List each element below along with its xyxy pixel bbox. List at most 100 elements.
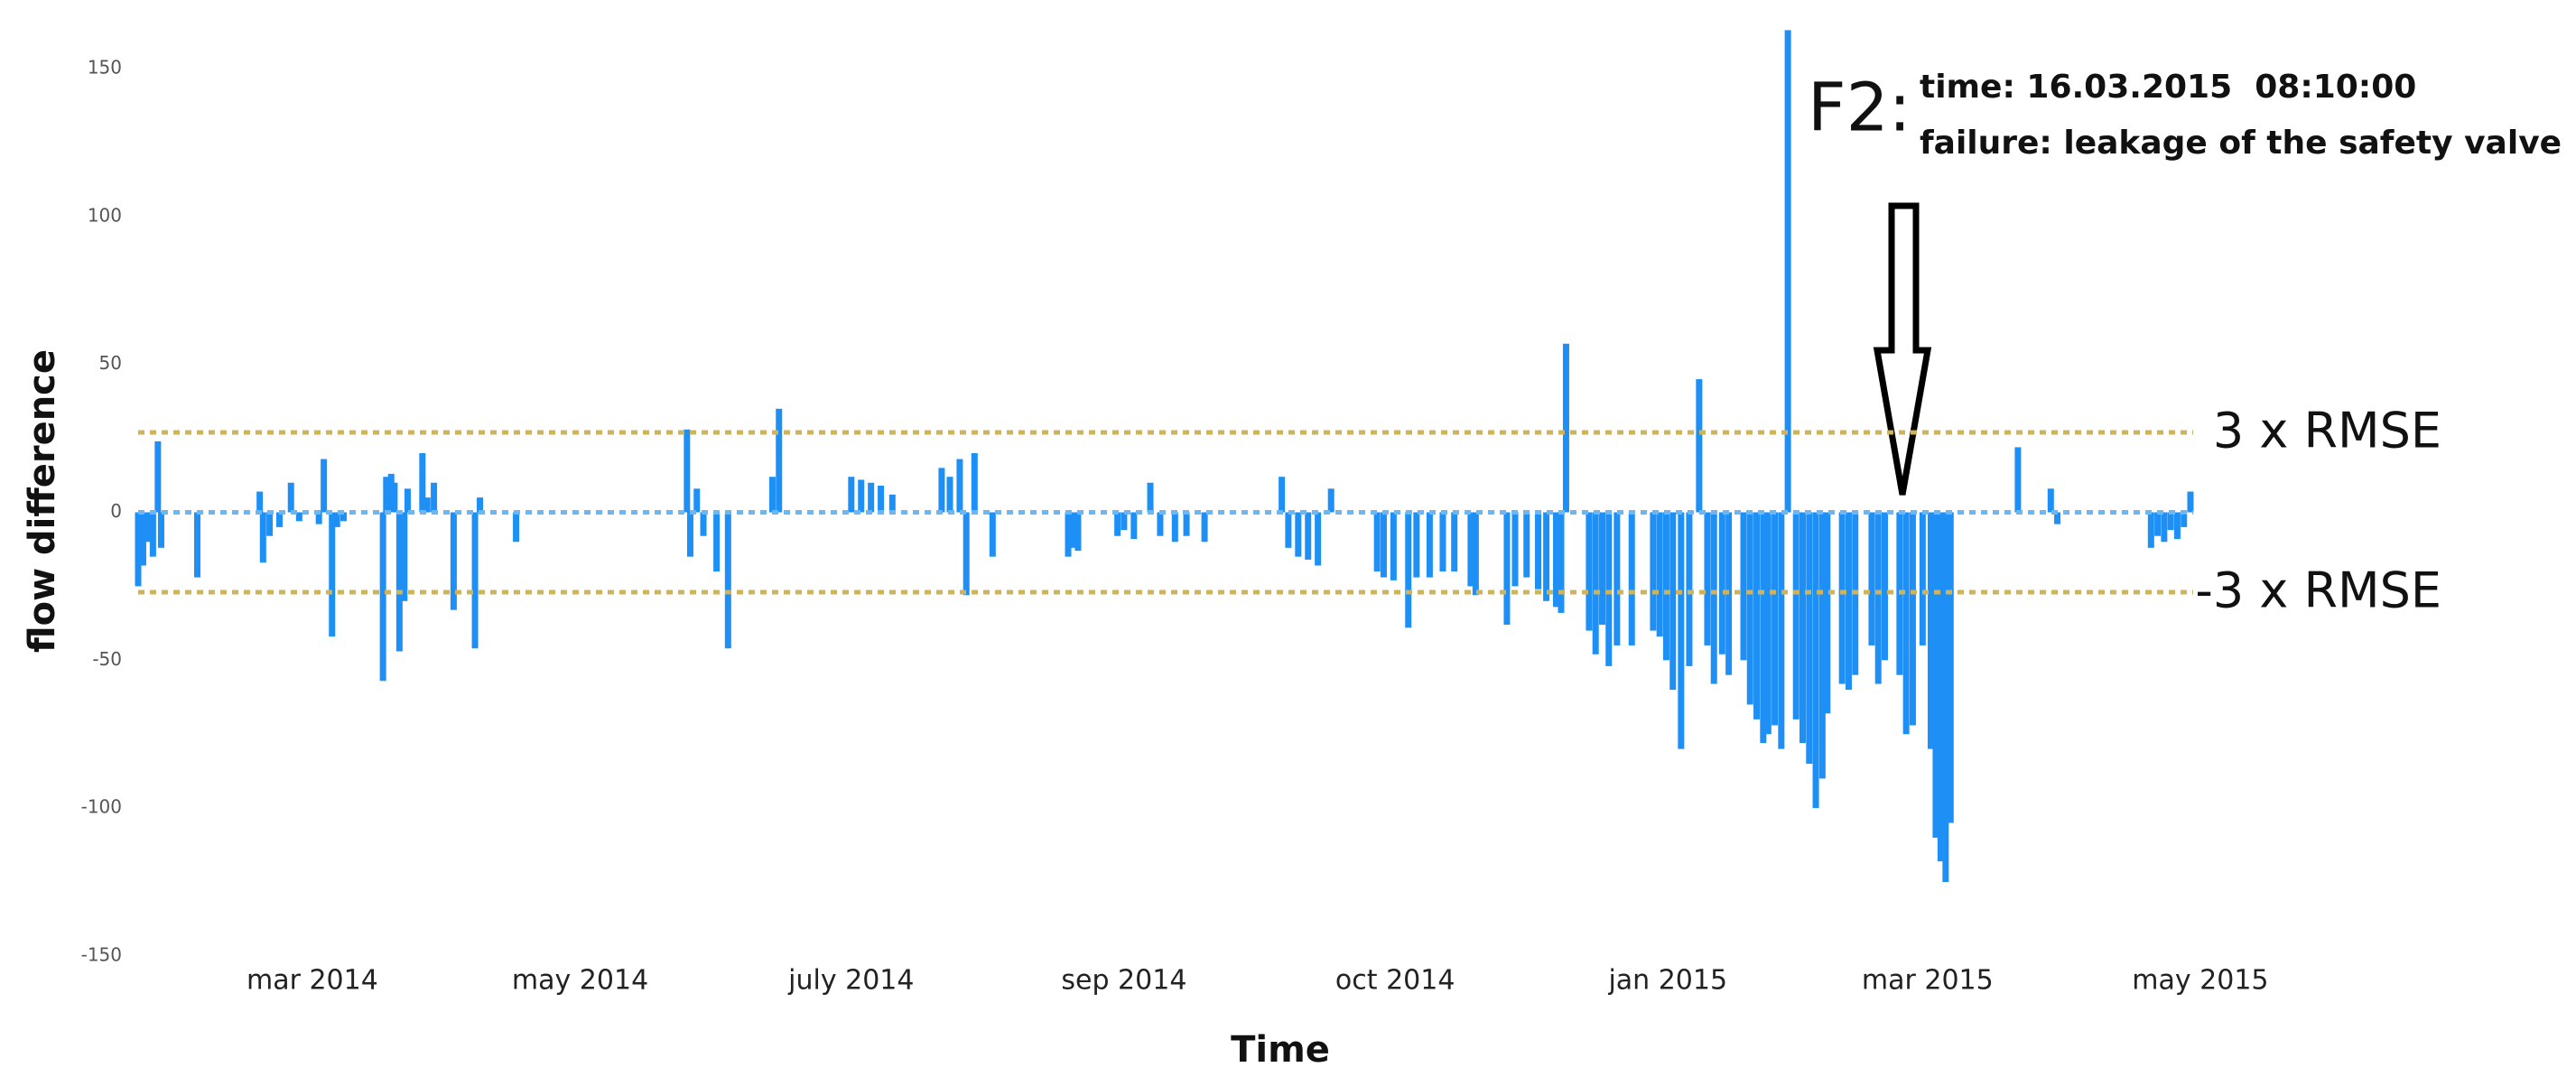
bar	[971, 452, 978, 513]
bar	[946, 477, 953, 513]
bar	[1285, 512, 1292, 548]
bar	[1704, 512, 1711, 645]
bar	[2054, 512, 2061, 524]
bar	[1327, 488, 1334, 513]
bar	[1405, 512, 1412, 628]
bar	[2181, 512, 2188, 527]
bar	[1686, 512, 1693, 666]
bar	[1656, 512, 1663, 637]
bar	[295, 512, 302, 522]
bar	[878, 486, 885, 513]
bar	[1183, 512, 1190, 536]
bar	[1562, 343, 1569, 513]
bar	[1799, 512, 1806, 744]
bar	[1838, 512, 1846, 684]
bar	[1812, 512, 1819, 809]
x-tick-label: oct 2014	[1335, 965, 1455, 997]
bar	[423, 497, 431, 513]
bar	[684, 429, 691, 513]
bar	[1467, 512, 1474, 587]
bar	[1710, 512, 1717, 684]
bar	[848, 477, 855, 513]
bar	[1503, 512, 1511, 626]
bar	[1305, 512, 1312, 560]
bar	[1696, 379, 1703, 513]
bar	[1937, 512, 1944, 862]
bar	[1147, 482, 1154, 513]
bar	[938, 468, 945, 513]
annotation-arrow	[1873, 202, 1932, 496]
bar	[1598, 512, 1605, 626]
bar	[1772, 512, 1779, 726]
x-tick-label: may 2014	[512, 965, 648, 997]
x-tick-label: mar 2015	[1862, 965, 1994, 997]
bar	[1881, 512, 1888, 661]
bar	[139, 512, 146, 566]
bar	[956, 459, 963, 513]
bar	[1874, 512, 1882, 684]
bar	[477, 497, 484, 513]
bar	[2167, 512, 2174, 531]
bar	[383, 477, 390, 513]
bar	[1919, 512, 1926, 645]
bar	[1628, 512, 1635, 645]
bar	[149, 512, 156, 557]
y-tick-label: 50	[99, 352, 122, 374]
bar	[333, 512, 340, 527]
bar	[1065, 512, 1072, 557]
bar	[1535, 512, 1542, 589]
bar	[1439, 512, 1446, 572]
bar	[321, 459, 328, 513]
bar	[1778, 512, 1785, 749]
bar	[1927, 512, 1934, 749]
bar	[154, 441, 162, 513]
reference-label: 3 x RMSE	[2213, 403, 2441, 459]
bar	[2147, 512, 2154, 548]
bar	[1121, 512, 1128, 531]
bar	[256, 491, 264, 513]
bar	[401, 512, 408, 601]
bar	[1157, 512, 1164, 536]
bar	[387, 473, 395, 513]
bar	[693, 488, 701, 513]
bar	[1413, 512, 1420, 578]
bar	[339, 512, 347, 522]
y-tick-label: -100	[81, 796, 122, 818]
bar	[989, 512, 996, 557]
bar	[1390, 512, 1397, 580]
bar	[315, 512, 322, 524]
bar	[1764, 512, 1772, 735]
bar	[1784, 30, 1791, 513]
bar	[1806, 512, 1813, 765]
bar	[1909, 512, 1916, 726]
bar	[2187, 491, 2194, 513]
y-tick-label: 150	[88, 57, 122, 79]
bar	[1818, 512, 1826, 779]
bar	[1511, 512, 1519, 587]
bar	[266, 512, 274, 536]
x-tick-label: july 2014	[787, 965, 914, 997]
bar	[1069, 512, 1076, 548]
bar	[404, 488, 411, 513]
bar	[391, 482, 398, 513]
y-tick-label: 100	[88, 204, 122, 226]
bar	[2173, 512, 2181, 539]
bar	[419, 452, 426, 513]
x-tick-label: mar 2014	[246, 965, 378, 997]
bar	[713, 512, 721, 572]
bar	[1669, 512, 1677, 691]
y-tick-label: 0	[110, 500, 122, 522]
bar	[768, 477, 776, 513]
bar	[1740, 512, 1747, 661]
bar	[1543, 512, 1550, 601]
bar	[135, 512, 142, 587]
bar	[700, 512, 707, 536]
bar	[1746, 512, 1753, 705]
bar	[1074, 512, 1082, 552]
bar	[1718, 512, 1725, 654]
annotation-line: time: 16.03.2015 08:10:00	[1920, 69, 2416, 106]
bar	[1558, 512, 1565, 613]
x-tick-label: jan 2015	[1607, 965, 1727, 997]
bar	[1760, 512, 1767, 744]
